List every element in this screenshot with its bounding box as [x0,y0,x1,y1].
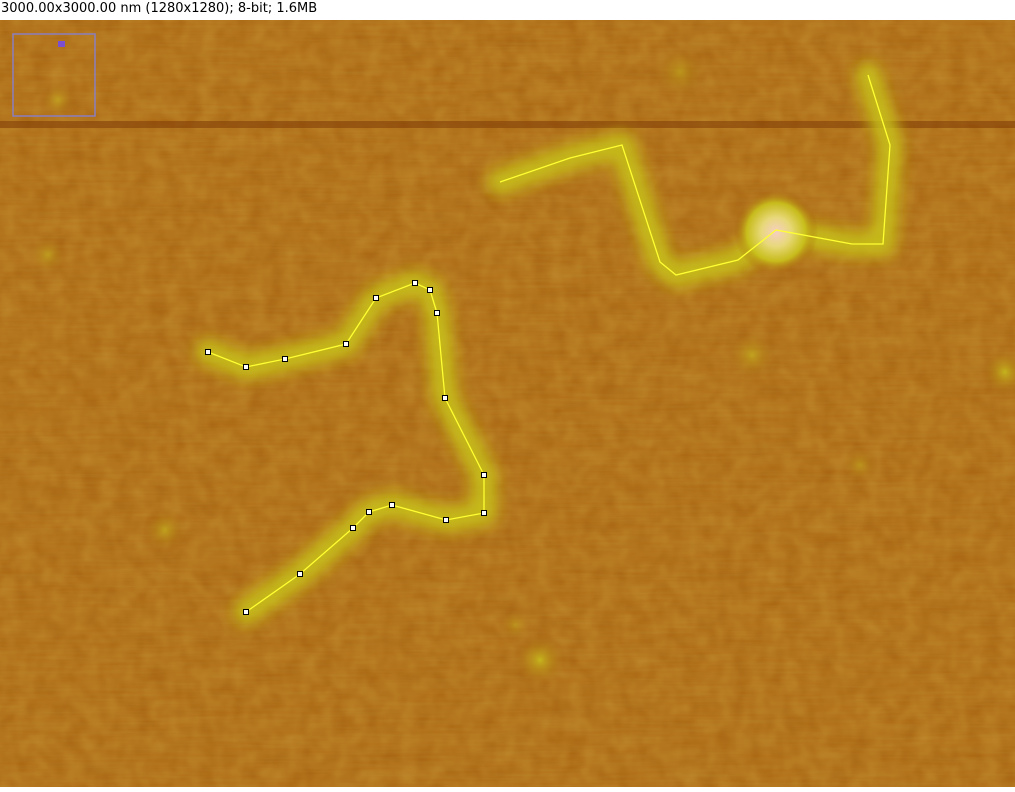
selection-handle[interactable] [282,356,288,362]
particle-spot [40,82,76,118]
image-info-bar: 3000.00x3000.00 nm (1280x1280); 8-bit; 1… [0,0,1015,20]
particle-spot [981,348,1015,396]
particle-spot [842,447,878,483]
navigator-frame[interactable] [12,33,96,117]
window-bottom-edge [0,787,1015,792]
selection-handle[interactable] [350,525,356,531]
scan-line-artifact [0,121,1015,128]
afm-image[interactable] [0,20,1015,787]
selection-handle[interactable] [343,341,349,347]
particle-spot [28,235,68,275]
selection-handle[interactable] [427,287,433,293]
selection-handle[interactable] [297,571,303,577]
selection-handle[interactable] [366,509,372,515]
image-texture-grain [0,20,1015,787]
selection-handle[interactable] [389,502,395,508]
particle-spot [514,634,566,686]
selection-handle[interactable] [481,472,487,478]
selection-handle[interactable] [373,295,379,301]
selection-handle[interactable] [443,517,449,523]
particle-spot [728,331,776,379]
particle-spot [654,46,706,98]
particle-spot [499,609,531,641]
selection-handle[interactable] [481,510,487,516]
image-canvas[interactable] [0,20,1015,787]
selection-handle[interactable] [442,395,448,401]
trace-overlays[interactable] [205,74,891,615]
navigator-view-marker[interactable] [58,41,65,47]
selection-handle[interactable] [243,609,249,615]
segmented-line-trace[interactable] [499,74,891,276]
selection-handle[interactable] [412,280,418,286]
particle-spot [143,508,187,552]
bright-particle-large [734,190,818,274]
selection-handle[interactable] [243,364,249,370]
selection-handle[interactable] [205,349,211,355]
selection-handle[interactable] [434,310,440,316]
